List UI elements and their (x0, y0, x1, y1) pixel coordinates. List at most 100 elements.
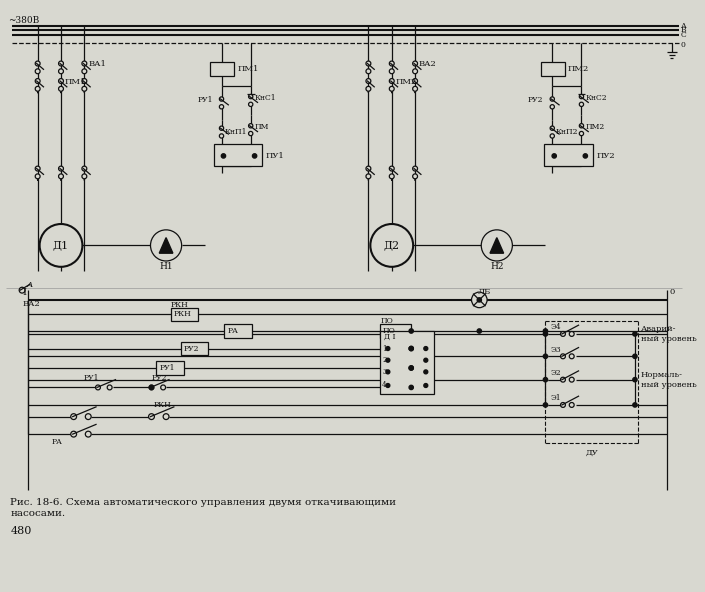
Circle shape (59, 166, 63, 171)
Circle shape (569, 377, 574, 382)
Circle shape (412, 174, 417, 179)
Text: КнП2: КнП2 (555, 128, 577, 136)
Text: С: С (680, 31, 687, 39)
Circle shape (389, 79, 394, 83)
Circle shape (82, 61, 87, 66)
Circle shape (59, 61, 63, 66)
Circle shape (85, 414, 91, 420)
Circle shape (409, 366, 413, 370)
Circle shape (249, 131, 253, 136)
Circle shape (386, 346, 390, 350)
Text: ный уровень: ный уровень (641, 335, 697, 343)
Circle shape (82, 174, 87, 179)
Circle shape (550, 134, 554, 138)
Circle shape (386, 370, 390, 374)
Bar (544, 144, 593, 166)
Circle shape (412, 86, 417, 91)
Text: 0: 0 (670, 288, 675, 296)
Circle shape (59, 79, 63, 83)
Text: ВА1: ВА1 (88, 60, 106, 69)
Circle shape (560, 403, 565, 407)
Circle shape (477, 329, 482, 333)
Circle shape (249, 102, 253, 107)
Circle shape (409, 346, 413, 350)
Circle shape (412, 69, 417, 74)
Circle shape (39, 224, 82, 267)
Bar (380, 324, 411, 338)
Circle shape (161, 385, 166, 390)
Bar (171, 308, 198, 321)
Circle shape (82, 79, 87, 83)
Circle shape (560, 354, 565, 359)
Circle shape (544, 378, 548, 382)
Text: ДУ: ДУ (585, 449, 598, 456)
Circle shape (96, 385, 100, 390)
Text: А: А (27, 281, 33, 289)
Circle shape (163, 414, 169, 420)
Circle shape (370, 224, 413, 267)
Text: В: В (680, 27, 686, 34)
Circle shape (221, 154, 226, 158)
Circle shape (85, 431, 91, 437)
Text: Д2: Д2 (384, 240, 400, 250)
Circle shape (580, 124, 584, 128)
Bar (224, 324, 252, 338)
Circle shape (424, 358, 428, 362)
Circle shape (149, 414, 154, 420)
Circle shape (633, 403, 637, 407)
Text: Д1: Д1 (53, 240, 69, 250)
Text: Аварий-: Аварий- (641, 325, 676, 333)
Circle shape (633, 354, 637, 358)
Text: ПО: ПО (383, 327, 396, 335)
Text: Э3: Э3 (551, 346, 561, 353)
Circle shape (82, 69, 87, 74)
Circle shape (412, 79, 417, 83)
Circle shape (583, 154, 587, 158)
Text: 2: 2 (382, 356, 386, 364)
Circle shape (389, 69, 394, 74)
Circle shape (550, 105, 554, 109)
Text: 4: 4 (382, 381, 386, 390)
Text: 480: 480 (11, 526, 32, 536)
Circle shape (386, 384, 390, 387)
Circle shape (366, 174, 371, 179)
Text: РА: РА (227, 327, 238, 335)
Text: 0: 0 (680, 41, 685, 49)
Text: Э2: Э2 (551, 369, 561, 377)
Circle shape (366, 166, 371, 171)
Circle shape (249, 95, 253, 99)
Text: ВА2: ВА2 (419, 60, 436, 69)
Circle shape (482, 230, 513, 261)
Text: А: А (680, 21, 687, 30)
Text: I: I (22, 288, 26, 297)
Text: ный уровень: ный уровень (641, 381, 697, 388)
Text: ПО: ПО (380, 317, 393, 325)
Bar (380, 331, 434, 394)
Circle shape (249, 124, 253, 128)
Circle shape (252, 154, 257, 158)
Text: РКН: РКН (174, 310, 192, 318)
Circle shape (544, 332, 548, 336)
Text: ЛБ: ЛБ (477, 288, 491, 296)
Bar (210, 62, 234, 76)
Text: ПМ: ПМ (255, 123, 269, 131)
Circle shape (412, 61, 417, 66)
Circle shape (560, 377, 565, 382)
Text: РКН: РКН (154, 401, 171, 409)
Text: Э4: Э4 (551, 323, 561, 331)
Circle shape (59, 69, 63, 74)
Polygon shape (159, 237, 173, 253)
Circle shape (560, 332, 565, 336)
Circle shape (70, 431, 77, 437)
Text: ПМ2: ПМ2 (396, 78, 417, 86)
Circle shape (389, 61, 394, 66)
Circle shape (219, 97, 223, 101)
Text: ПУ2: ПУ2 (596, 152, 615, 160)
Bar (541, 62, 565, 76)
Circle shape (386, 358, 390, 362)
Text: ВА2: ВА2 (22, 300, 40, 308)
Circle shape (366, 86, 371, 91)
Text: Нормаль-: Нормаль- (641, 371, 682, 379)
Circle shape (59, 86, 63, 91)
Circle shape (35, 86, 40, 91)
